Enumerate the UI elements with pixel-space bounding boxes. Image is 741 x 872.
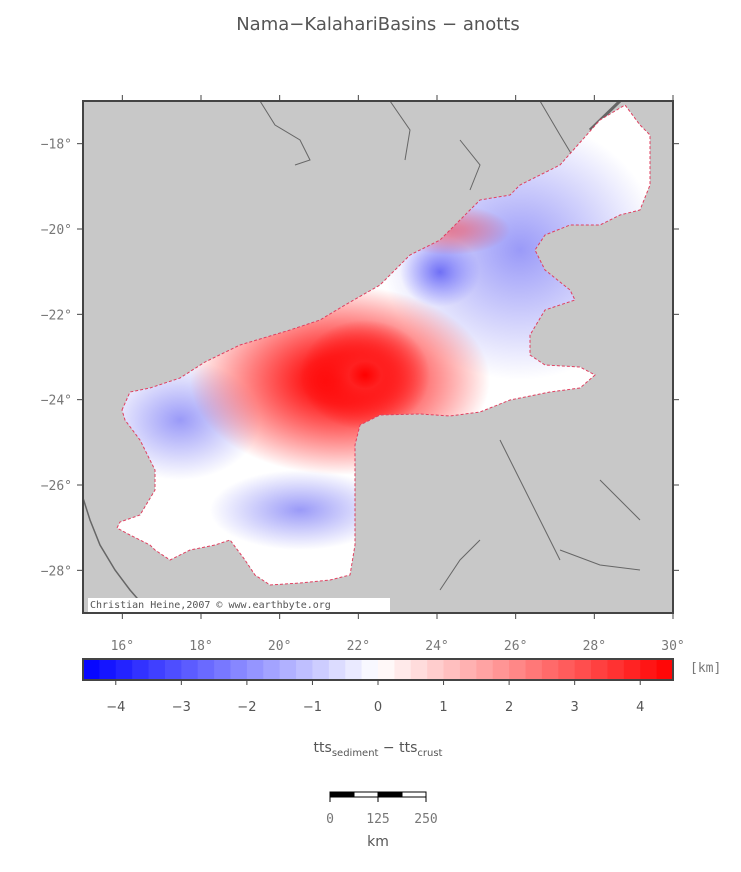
colorbar-tick-label: −3 <box>172 700 191 715</box>
colorbar-unit: [km] <box>690 661 721 676</box>
colorbar-cell <box>246 659 264 680</box>
colorbar-cell <box>230 659 248 680</box>
lat-tick-label: −24° <box>41 394 72 409</box>
colorbar-cell <box>378 659 395 680</box>
lat-tick-label: −28° <box>41 564 72 579</box>
lon-tick-label: 22° <box>347 639 370 654</box>
lat-tick-label: −20° <box>41 223 72 238</box>
scalebar-tick-label: 125 <box>366 812 389 827</box>
colorbar-cell <box>197 659 215 680</box>
colorbar-cell <box>427 659 445 680</box>
lon-tick-label: 26° <box>504 639 527 654</box>
title: Nama−KalahariBasins − anotts <box>236 14 520 35</box>
colorbar-cell <box>164 659 182 680</box>
lon-tick-label: 24° <box>425 639 448 654</box>
colorbar-cell <box>214 659 231 680</box>
lon-tick-label: 20° <box>268 639 291 654</box>
colorbar-cell <box>443 659 461 680</box>
label-part: tts <box>314 740 332 756</box>
scalebar-unit: km <box>367 834 389 850</box>
colorbar-cell <box>83 659 100 680</box>
colorbar-cell <box>525 659 543 680</box>
lon-tick-label: 18° <box>189 639 212 654</box>
credit-box <box>88 598 390 612</box>
colorbar-cell <box>591 659 608 680</box>
colorbar-tick-label: −4 <box>106 700 125 715</box>
colorbar: −4 −3 −2 −1 0 1 2 3 4 <box>82 658 674 715</box>
colorbar-cell <box>279 659 297 680</box>
colorbar-cell <box>263 659 281 680</box>
colorbar-cell <box>623 659 641 680</box>
map-frame <box>82 100 674 614</box>
credit: Christian Heine,2007 © www.earthbyte.org <box>90 600 331 611</box>
scalebar: 0 125 250 <box>326 791 438 827</box>
colorbar-cell <box>607 659 625 680</box>
colorbar-cell <box>476 659 494 680</box>
colorbar-cell <box>541 659 559 680</box>
scalebar-segment <box>353 791 379 798</box>
colorbar-cell <box>99 659 117 680</box>
scalebar-tick-label: 0 <box>326 812 334 827</box>
lat-tick-label: −22° <box>41 308 72 323</box>
lat-tick-label: −26° <box>41 479 72 494</box>
label-sub: sediment <box>332 748 379 759</box>
colorbar-cell <box>394 659 412 680</box>
colorbar-cell <box>640 659 658 680</box>
colorbar-cell <box>509 659 526 680</box>
colorbar-tick-label: 0 <box>374 700 382 715</box>
colorbar-cell <box>296 659 313 680</box>
colorbar-cell <box>492 659 510 680</box>
scalebar-tick-label: 250 <box>414 812 437 827</box>
lat-tick-label: −18° <box>41 138 72 153</box>
colorbar-cell <box>328 659 346 680</box>
colorbar-cell <box>181 659 199 680</box>
colorbar-tick-label: 1 <box>439 700 447 715</box>
colorbar-cell <box>410 659 428 680</box>
rivers <box>82 99 641 614</box>
colorbar-cell <box>115 659 133 680</box>
label-sub: crust <box>417 748 442 759</box>
colorbar-label: ttssediment − ttscrust <box>314 740 443 759</box>
colorbar-cell <box>361 659 379 680</box>
colorbar-cell <box>558 659 576 680</box>
label-part: − tts <box>378 740 417 756</box>
colorbar-tick-label: 4 <box>636 700 644 715</box>
colorbar-tick-label: 2 <box>505 700 513 715</box>
colorbar-cell <box>312 659 330 680</box>
colorbar-cell <box>574 659 592 680</box>
lon-tick-label: 16° <box>111 639 134 654</box>
colorbar-tick-label: 3 <box>571 700 579 715</box>
scalebar-segment <box>377 791 403 798</box>
colorbar-tick-label: −1 <box>303 700 322 715</box>
colorbar-cell <box>459 659 477 680</box>
colorbar-tick-label: −2 <box>237 700 256 715</box>
colorbar-cell <box>656 659 674 680</box>
scalebar-segment <box>401 791 427 798</box>
colorbar-cell <box>148 659 166 680</box>
lon-tick-label: 28° <box>583 639 606 654</box>
scalebar-segment <box>329 791 355 798</box>
colorbar-cell <box>132 659 150 680</box>
colorbar-cell <box>345 659 363 680</box>
lon-tick-label: 30° <box>661 639 684 654</box>
